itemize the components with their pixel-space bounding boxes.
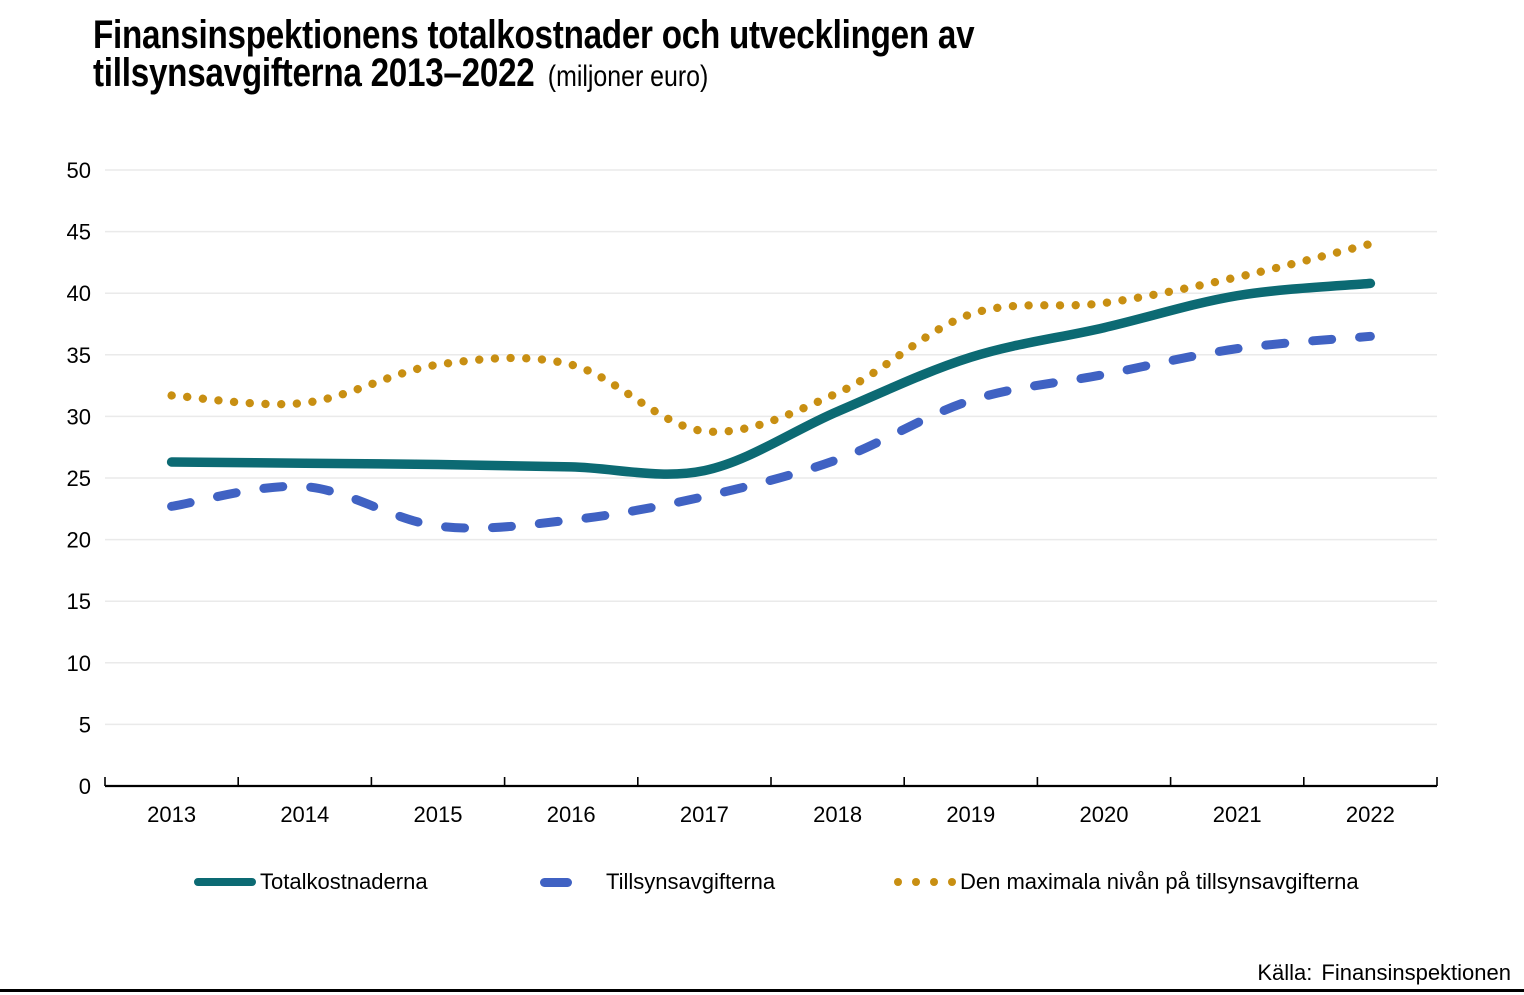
x-axis-label: 2014 bbox=[280, 802, 329, 827]
title-line-1: Finansinspektionens totalkostnader och u… bbox=[93, 13, 975, 57]
legend-item-maximala-nivan: Den maximala nivån på tillsynsavgifterna bbox=[894, 869, 1359, 895]
y-axis-label: 0 bbox=[79, 774, 91, 799]
x-axis-label: 2019 bbox=[946, 802, 995, 827]
y-axis-label: 25 bbox=[67, 466, 91, 491]
legend-dot-swatch bbox=[894, 878, 902, 886]
chart-legend: Totalkostnaderna Tillsynsavgifterna Den … bbox=[0, 869, 1524, 895]
legend-dot-swatch bbox=[912, 878, 920, 886]
source-line: Källa: Finansinspektionen bbox=[1257, 960, 1511, 986]
source-value: Finansinspektionen bbox=[1321, 960, 1511, 985]
legend-dash-swatch bbox=[540, 877, 572, 887]
legend-swatch-box bbox=[894, 869, 956, 895]
legend-label: Tillsynsavgifterna bbox=[606, 869, 776, 894]
source-label: Källa: bbox=[1257, 960, 1313, 985]
y-axis-label: 40 bbox=[67, 281, 91, 306]
legend-dot-swatch bbox=[948, 878, 956, 886]
y-axis-label: 10 bbox=[67, 651, 91, 676]
legend-swatch-box bbox=[194, 869, 256, 895]
legend-item-totalkostnaderna: Totalkostnaderna bbox=[194, 869, 428, 895]
x-axis-label: 2017 bbox=[680, 802, 729, 827]
legend-swatch-box bbox=[540, 869, 602, 895]
y-axis-label: 5 bbox=[79, 712, 91, 737]
chart-title: Finansinspektionens totalkostnader och u… bbox=[93, 13, 975, 96]
series-line-dotted bbox=[167, 239, 1375, 436]
legend-dot-swatch bbox=[930, 878, 938, 886]
legend-item-tillsynsavgifterna: Tillsynsavgifterna bbox=[540, 869, 775, 895]
chart-subtitle: (miljoner euro) bbox=[547, 60, 709, 93]
title-line-2: tillsynsavgifterna 2013–2022 bbox=[93, 51, 535, 95]
y-axis-label: 50 bbox=[67, 158, 91, 183]
x-axis-label: 2018 bbox=[813, 802, 862, 827]
legend-solid-line-swatch bbox=[194, 878, 256, 886]
y-axis-label: 30 bbox=[67, 404, 91, 429]
y-axis-label: 35 bbox=[67, 343, 91, 368]
x-axis-label: 2022 bbox=[1346, 802, 1395, 827]
y-axis-label: 45 bbox=[67, 220, 91, 245]
bottom-rule bbox=[0, 989, 1524, 992]
legend-label: Totalkostnaderna bbox=[260, 869, 428, 894]
x-axis-label: 2013 bbox=[147, 802, 196, 827]
x-axis-label: 2021 bbox=[1213, 802, 1262, 827]
series-line-solid bbox=[166, 278, 1376, 479]
x-axis-label: 2015 bbox=[414, 802, 463, 827]
series-line-dashed bbox=[167, 331, 1375, 533]
y-axis-label: 20 bbox=[67, 528, 91, 553]
y-axis-label: 15 bbox=[67, 589, 91, 614]
legend-label: Den maximala nivån på tillsynsavgifterna bbox=[960, 869, 1359, 894]
x-axis-label: 2016 bbox=[547, 802, 596, 827]
x-axis-label: 2020 bbox=[1080, 802, 1129, 827]
